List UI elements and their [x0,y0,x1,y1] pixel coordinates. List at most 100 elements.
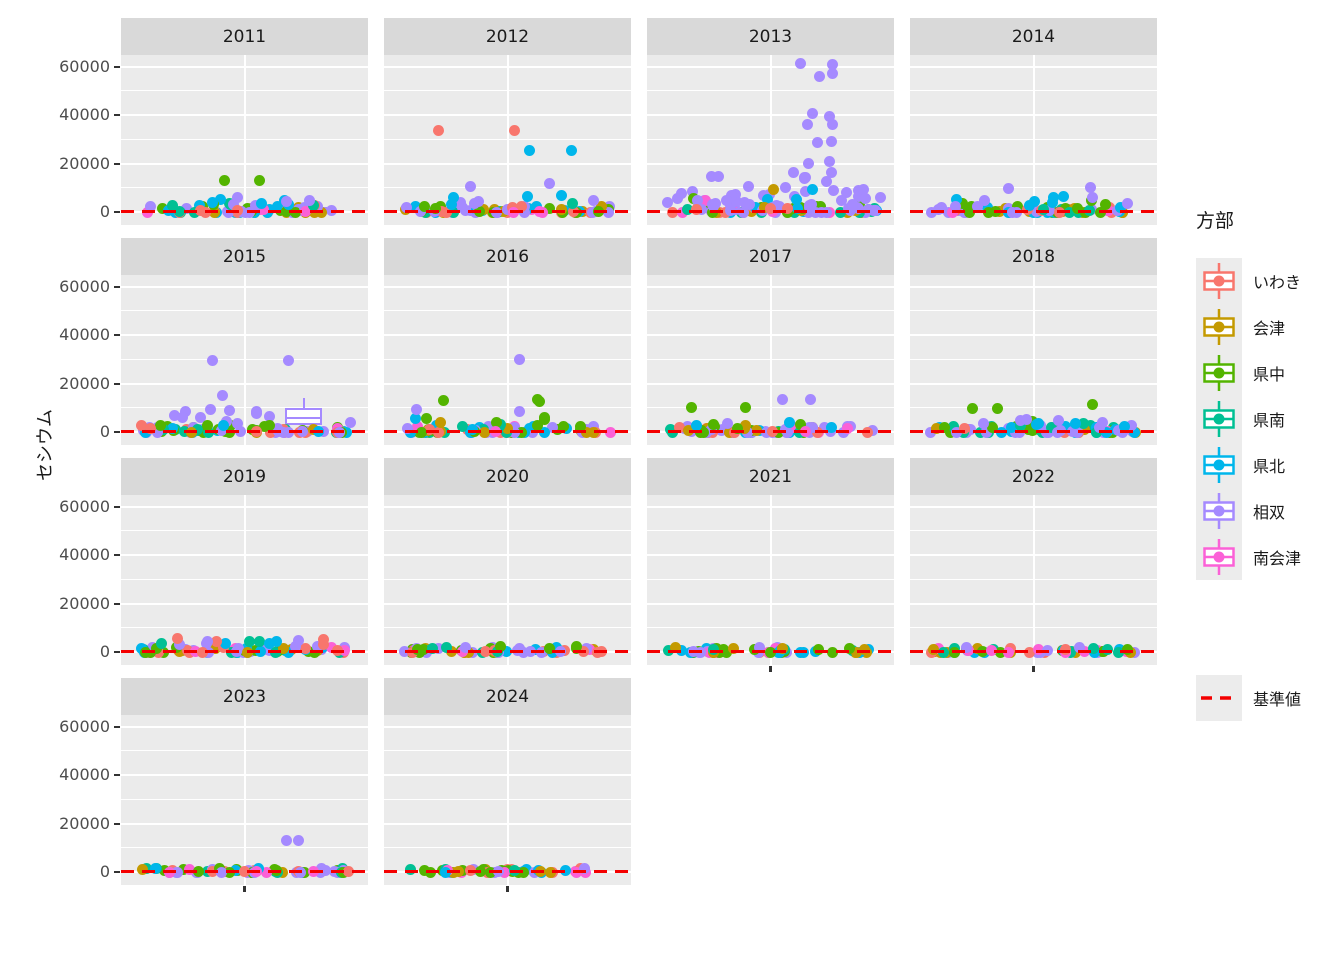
data-point [717,423,729,435]
facet-strip-2014: 2014 [910,18,1157,55]
data-point [1114,202,1126,214]
data-point [514,354,526,366]
facet-panel-2015 [121,275,368,445]
data-point [992,402,1004,414]
data-point [206,197,218,209]
facet-strip-label: 2022 [1011,466,1056,487]
data-point [972,200,984,212]
data-point [835,194,847,206]
facet-strip-label: 2020 [485,466,530,487]
facet-panel-2017 [647,275,894,445]
data-point [299,643,311,655]
data-point [863,203,875,215]
data-point [841,187,853,199]
data-point [794,58,806,70]
data-point [690,203,702,215]
legend-entry-label: 県北 [1253,457,1286,476]
data-point [1099,198,1111,210]
boxplot-key-icon [1203,263,1235,299]
facet-strip-label: 2011 [222,26,267,47]
data-point [765,202,776,214]
reference-line [910,650,1157,654]
data-point [419,200,431,212]
data-point [959,423,971,435]
data-point [269,864,281,876]
y-tick-mark [114,725,120,728]
facet-strip-label: 2016 [485,246,530,267]
data-point [270,636,282,648]
y-tick-label: 40000 [59,105,110,125]
data-point [557,421,569,433]
reference-line [121,650,368,654]
data-point [826,119,838,131]
x-tick-mark [1032,666,1035,672]
y-tick-mark [114,554,120,557]
data-point [312,640,324,652]
data-point [742,181,754,193]
x-tick-mark [243,886,246,892]
data-point [748,644,760,656]
data-point [1087,642,1099,654]
data-point [426,643,438,655]
data-point [157,203,169,215]
facet-panel-2021 [647,495,894,665]
data-point [579,863,591,875]
data-point [1045,421,1057,433]
y-tick-mark [114,65,120,68]
facet-strip-label: 2023 [222,686,267,707]
data-point [798,173,810,185]
facet-panel-2016 [384,275,631,445]
legend-entry-label: 相双 [1253,503,1286,522]
reference-line [910,210,1157,214]
data-point [939,422,951,434]
x-major-gridline [769,495,772,665]
data-point [687,185,699,197]
data-point [304,194,316,206]
data-point [437,394,449,406]
data-point [971,643,983,655]
data-point [1069,417,1081,429]
data-point [1084,420,1096,432]
legend-title: 方部 [1196,210,1235,232]
data-point [696,203,708,215]
data-point [787,421,799,433]
data-point [824,111,836,123]
data-point [502,422,514,434]
data-point [1094,422,1106,434]
facet-panel-2024 [384,715,631,885]
data-point [1060,644,1072,656]
data-point [1086,192,1098,204]
data-point [788,166,800,178]
data-point [194,411,206,423]
data-point [283,354,295,366]
facet-strip-2024: 2024 [384,678,631,715]
data-point [1032,418,1044,430]
data-point [730,196,742,208]
data-point [964,424,976,436]
data-point [532,419,544,431]
legend-key [1196,534,1242,580]
y-tick-mark [114,285,120,288]
data-point [177,411,189,423]
y-tick-label: 0 [99,202,110,221]
data-point [516,201,528,213]
facet-strip-2023: 2023 [121,678,368,715]
data-point [1125,419,1137,431]
reference-line [121,430,368,434]
legend-entry-会津: 会津 [1196,304,1336,350]
legend-entry-label: いわき [1253,273,1302,292]
data-point [206,354,218,366]
data-point [412,421,424,433]
data-point [556,189,568,201]
data-point [826,68,838,80]
data-point [544,643,556,655]
data-point [417,643,429,655]
data-point [183,864,195,876]
data-point [156,637,168,649]
data-point [708,418,720,430]
data-point [928,643,940,655]
data-point [331,644,343,656]
x-major-gridline [1032,55,1035,225]
data-point [233,642,245,654]
data-point [1060,420,1072,432]
